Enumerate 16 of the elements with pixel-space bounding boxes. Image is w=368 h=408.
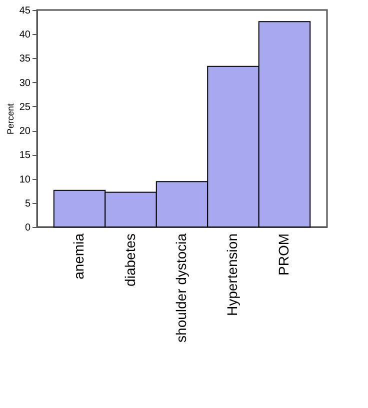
x-tick-label: PROM: [275, 234, 292, 276]
y-tick-label: 45: [19, 6, 31, 16]
y-tick-label: 0: [24, 222, 31, 234]
x-tick-label: anemia: [70, 233, 87, 280]
y-tick-label: 35: [19, 54, 31, 65]
y-tick-label: 10: [19, 174, 31, 186]
y-tick-label: 40: [19, 30, 31, 41]
y-tick-label: 25: [19, 102, 31, 113]
y-tick-label: 5: [24, 198, 31, 210]
x-tick-label: diabetes: [122, 234, 138, 286]
x-tick-label: shoulder dystocia: [173, 233, 189, 342]
y-tick-label: 30: [19, 78, 31, 89]
x-tick-label: Hypertension: [224, 234, 240, 316]
y-axis-title: Percent: [5, 103, 16, 135]
y-tick-label: 20: [19, 126, 31, 138]
y-tick-label: 15: [19, 150, 31, 162]
